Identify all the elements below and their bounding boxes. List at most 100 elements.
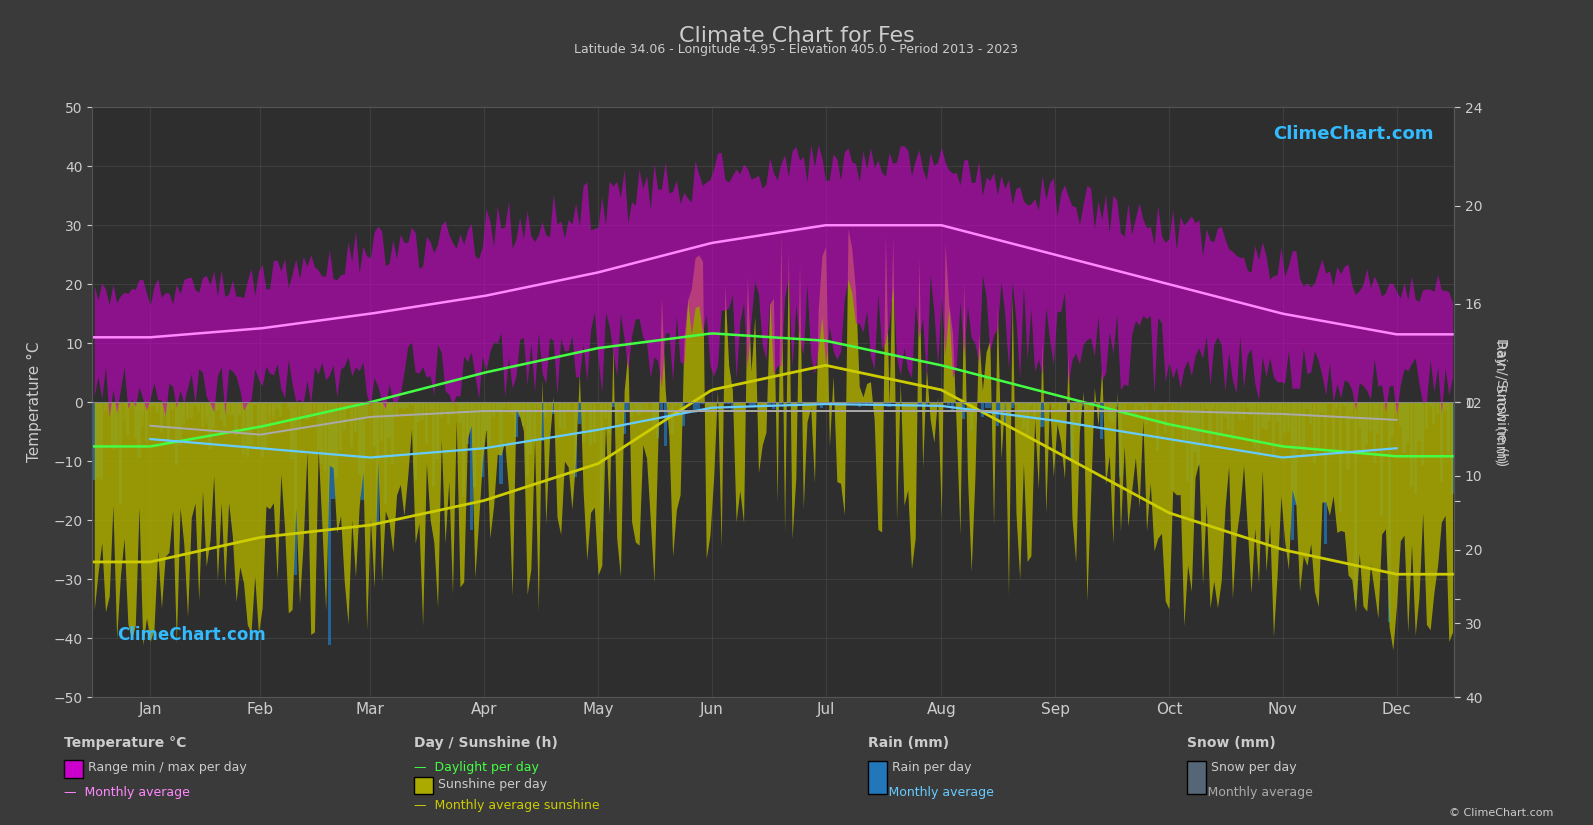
Bar (1424, 403, 1427, 430)
Bar (312, 403, 315, 415)
Bar (1317, 403, 1319, 408)
Bar (926, 403, 929, 407)
Bar (753, 403, 757, 408)
Bar (1246, 403, 1249, 407)
Bar (220, 403, 223, 420)
Bar (601, 403, 604, 530)
Bar (1070, 403, 1074, 460)
Bar (573, 403, 577, 478)
Bar (1243, 403, 1246, 421)
Bar (317, 403, 320, 450)
Bar (653, 403, 656, 426)
Bar (1329, 403, 1332, 404)
Bar (167, 403, 170, 404)
Bar (1340, 403, 1343, 512)
Bar (395, 403, 398, 416)
Bar (578, 403, 581, 424)
Bar (671, 403, 674, 435)
Bar (1410, 403, 1413, 487)
Text: © ClimeChart.com: © ClimeChart.com (1448, 808, 1553, 818)
Bar (682, 403, 685, 426)
Bar (1346, 403, 1349, 470)
Bar (937, 403, 940, 407)
Bar (1399, 403, 1402, 426)
Bar (857, 403, 860, 407)
Bar (261, 403, 264, 422)
Bar (323, 403, 327, 470)
Bar (715, 403, 718, 404)
Bar (879, 403, 883, 407)
Bar (642, 403, 645, 410)
Bar (350, 403, 354, 447)
Bar (354, 403, 357, 431)
Bar (1443, 403, 1446, 404)
Bar (182, 403, 185, 425)
Bar (481, 403, 484, 478)
Bar (921, 403, 924, 405)
Bar (1063, 403, 1066, 411)
Bar (1257, 403, 1260, 456)
Bar (365, 403, 368, 418)
Bar (970, 403, 973, 431)
Bar (604, 403, 607, 417)
Bar (1223, 403, 1227, 417)
Bar (712, 403, 715, 412)
Bar (518, 403, 521, 417)
Bar (1391, 403, 1394, 408)
Bar (615, 403, 618, 423)
Bar (272, 403, 276, 420)
Bar (186, 403, 190, 417)
Bar (637, 403, 640, 415)
Bar (1313, 403, 1316, 411)
Bar (1101, 403, 1104, 439)
Bar (1402, 403, 1405, 453)
Bar (1290, 403, 1294, 540)
Bar (981, 403, 984, 417)
Bar (1032, 403, 1035, 417)
Bar (1090, 403, 1093, 404)
Text: Climate Chart for Fes: Climate Chart for Fes (679, 26, 914, 46)
Bar (170, 403, 174, 410)
Bar (148, 403, 151, 405)
Bar (1145, 403, 1149, 424)
Bar (193, 403, 196, 406)
Text: Rain (mm): Rain (mm) (868, 736, 949, 750)
Bar (256, 403, 260, 448)
Bar (1373, 403, 1376, 405)
Bar (773, 403, 774, 409)
Bar (1115, 403, 1118, 407)
Bar (709, 403, 712, 406)
Bar (1443, 403, 1446, 412)
Y-axis label: Rain / Snow (mm): Rain / Snow (mm) (1494, 341, 1507, 464)
Bar (100, 403, 104, 479)
Bar (1395, 403, 1399, 414)
Bar (1212, 403, 1215, 408)
Bar (1134, 403, 1137, 416)
Bar (1085, 403, 1088, 412)
Bar (526, 403, 529, 477)
Bar (454, 403, 457, 405)
Bar (1179, 403, 1182, 411)
Bar (1007, 403, 1010, 413)
Bar (1429, 403, 1432, 404)
Bar (425, 403, 429, 444)
Bar (701, 403, 704, 404)
Bar (704, 403, 707, 405)
Bar (398, 403, 401, 408)
Bar (593, 403, 596, 443)
Bar (264, 403, 268, 404)
Bar (1324, 403, 1327, 544)
Bar (153, 403, 156, 405)
Text: Rain per day: Rain per day (892, 761, 972, 775)
Bar (159, 403, 162, 407)
Bar (1160, 403, 1163, 404)
Bar (1446, 403, 1450, 404)
Bar (589, 403, 593, 445)
Bar (1351, 403, 1354, 410)
Bar (414, 403, 417, 480)
Bar (768, 403, 771, 406)
Bar (1209, 403, 1212, 447)
Bar (134, 403, 137, 437)
Bar (268, 403, 271, 413)
Bar (1260, 403, 1263, 428)
